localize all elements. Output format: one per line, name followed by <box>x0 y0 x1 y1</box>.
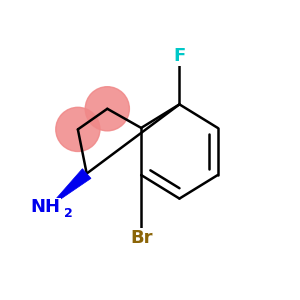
Text: NH: NH <box>31 198 61 216</box>
Circle shape <box>85 87 129 131</box>
Text: Br: Br <box>130 229 152 247</box>
Text: F: F <box>173 47 186 65</box>
Circle shape <box>56 107 100 152</box>
Polygon shape <box>48 169 91 207</box>
Text: 2: 2 <box>64 207 73 220</box>
